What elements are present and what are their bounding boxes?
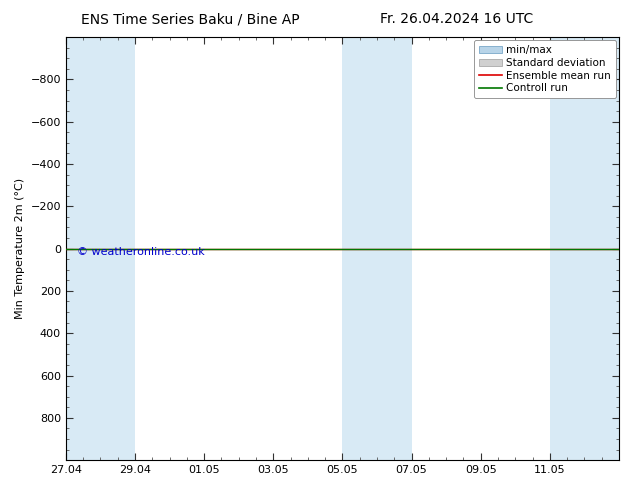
Y-axis label: Min Temperature 2m (°C): Min Temperature 2m (°C) xyxy=(15,178,25,319)
Text: © weatheronline.co.uk: © weatheronline.co.uk xyxy=(77,247,205,257)
Bar xyxy=(550,37,619,460)
Bar xyxy=(342,37,411,460)
Bar xyxy=(66,37,135,460)
Text: ENS Time Series Baku / Bine AP: ENS Time Series Baku / Bine AP xyxy=(81,12,299,26)
Legend: min/max, Standard deviation, Ensemble mean run, Controll run: min/max, Standard deviation, Ensemble me… xyxy=(474,40,616,98)
Text: Fr. 26.04.2024 16 UTC: Fr. 26.04.2024 16 UTC xyxy=(380,12,533,26)
